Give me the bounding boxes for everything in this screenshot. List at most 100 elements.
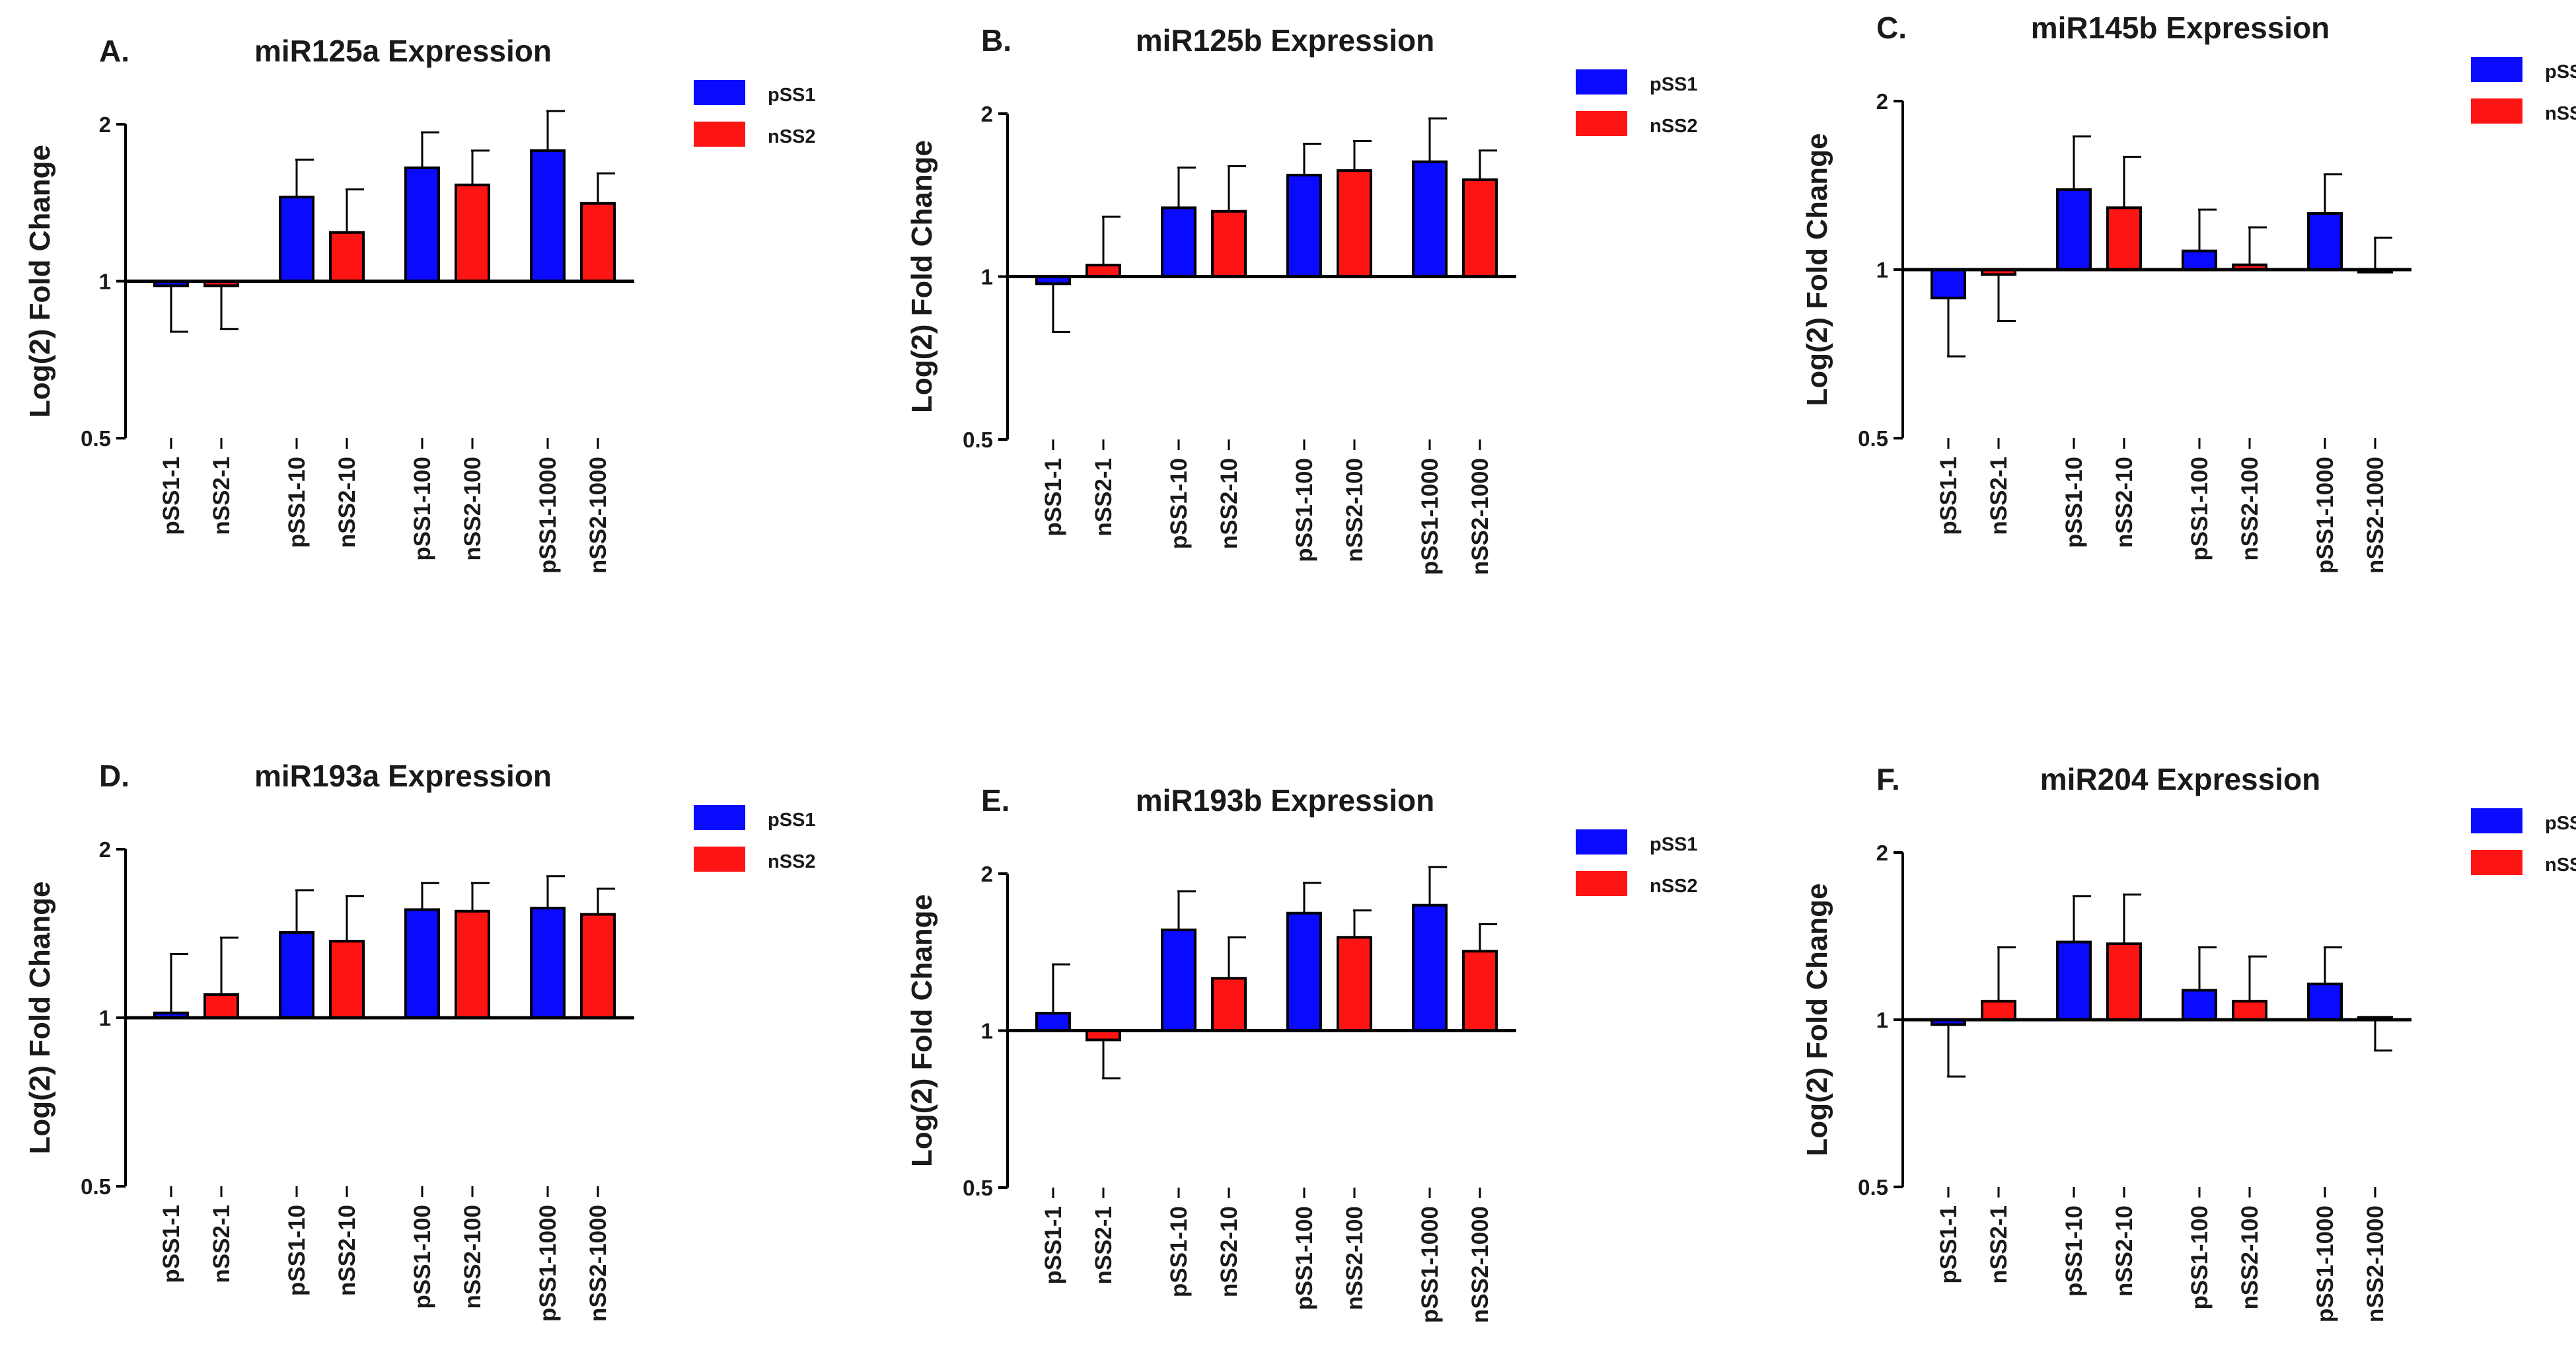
- bar-pss1: [279, 196, 314, 283]
- chart-panel-f: F. miR204 Expression Log(2) Fold Change 0.5…: [1801, 762, 2576, 1322]
- bar-pss1: [404, 908, 440, 1019]
- bar-pss1: [2307, 982, 2343, 1021]
- x-tick-label: pSS1-100: [1292, 458, 1317, 562]
- y-axis-label: Log(2) Fold Change: [906, 140, 938, 413]
- y-tick-label: 1: [981, 1019, 993, 1044]
- bar-nss2: [2106, 942, 2142, 1022]
- y-tick-label: 0.5: [81, 1174, 111, 1199]
- bar-nss2: [1462, 950, 1498, 1032]
- legend-swatch-pss1: [1576, 69, 1627, 95]
- x-tick-label: pSS1-10: [2061, 457, 2087, 548]
- bar-nss2: [1337, 936, 1372, 1032]
- x-tick-label: pSS1-1: [1936, 1205, 1962, 1284]
- bar-pss1: [2307, 211, 2343, 272]
- bar-nss2: [1211, 209, 1247, 278]
- panel-letter: D.: [99, 759, 129, 793]
- bar-pss1: [2182, 989, 2217, 1022]
- x-tick-label: nSS2-100: [2237, 1205, 2263, 1310]
- y-tick-label: 0.5: [963, 428, 993, 452]
- x-tick-label: pSS1-100: [2187, 1205, 2213, 1310]
- x-tick-label: nSS2-1000: [2363, 457, 2388, 574]
- x-tick-label: nSS2-10: [334, 457, 360, 548]
- x-tick-label: pSS1-10: [2061, 1205, 2087, 1297]
- bar-pss1: [1412, 903, 1448, 1032]
- legend-label: pSS1: [768, 85, 816, 106]
- legend-label: nSS2: [1650, 876, 1698, 897]
- x-tick-label: nSS2-100: [1342, 458, 1368, 562]
- x-tick-label: nSS2-10: [2112, 1205, 2137, 1297]
- y-axis-label: Log(2) Fold Change: [906, 894, 938, 1167]
- x-tick-label: pSS1-10: [1166, 1206, 1192, 1297]
- bar-nss2: [580, 202, 616, 283]
- x-tick-label: nSS2-100: [460, 457, 486, 561]
- y-tick-label: 2: [1876, 89, 1888, 114]
- y-tick-label: 2: [1876, 841, 1888, 865]
- x-tick-label: pSS1-1000: [535, 1205, 561, 1322]
- x-tick-label: pSS1-1: [1041, 1206, 1066, 1285]
- y-tick-label: 1: [1876, 258, 1888, 282]
- bar-pss1: [279, 931, 314, 1019]
- chart-panel-d: D. miR193a Expression Log(2) Fold Change 0.…: [24, 759, 816, 1322]
- bar-nss2: [455, 909, 490, 1019]
- bar-nss2: [1462, 178, 1498, 278]
- legend-label: nSS2: [2545, 855, 2576, 876]
- bar-pss1: [1931, 268, 1966, 299]
- panel-letter: F.: [1876, 762, 1900, 796]
- x-tick-label: pSS1-1000: [1417, 458, 1443, 575]
- bar-pss1: [2056, 188, 2092, 272]
- bar-pss1: [404, 166, 440, 283]
- x-tick-label: pSS1-100: [410, 457, 435, 561]
- panel-letter: A.: [99, 34, 129, 68]
- x-tick-label: nSS2-100: [460, 1205, 486, 1309]
- bar-nss2: [2106, 206, 2142, 271]
- chart-panel-c: C. miR145b Expression Log(2) Fold Change 0.…: [1801, 11, 2576, 574]
- bar-nss2: [1981, 999, 2016, 1021]
- legend-label: nSS2: [768, 851, 816, 872]
- y-tick-label: 2: [99, 112, 111, 137]
- legend-label: pSS1: [2545, 61, 2576, 83]
- legend-label: pSS1: [1650, 834, 1698, 855]
- legend-swatch-pss1: [2471, 808, 2522, 833]
- legend-swatch-pss1: [694, 805, 745, 830]
- x-tick-label: pSS1-1: [159, 457, 184, 535]
- x-tick-label: pSS1-100: [2187, 457, 2213, 561]
- bar-pss1: [1412, 160, 1448, 278]
- x-tick-label: pSS1-100: [410, 1205, 435, 1309]
- x-tick-label: pSS1-1000: [2312, 1205, 2338, 1322]
- bar-pss1: [1286, 173, 1322, 278]
- chart-title: miR193b Expression: [1136, 783, 1435, 817]
- legend-label: nSS2: [1650, 116, 1698, 137]
- chart-title: miR145b Expression: [2031, 11, 2330, 45]
- x-tick-label: nSS2-100: [1342, 1206, 1368, 1311]
- x-tick-label: pSS1-1: [1041, 458, 1066, 537]
- legend-swatch-nss2: [2471, 98, 2522, 124]
- x-tick-label: pSS1-10: [284, 1205, 310, 1296]
- chart-title: miR125a Expression: [254, 34, 552, 68]
- bar-nss2: [2232, 999, 2267, 1021]
- y-tick-label: 0.5: [1858, 426, 1888, 451]
- x-tick-label: nSS2-100: [2237, 457, 2263, 561]
- x-tick-label: nSS2-1: [209, 1205, 235, 1283]
- bar-pss1: [2182, 249, 2217, 271]
- x-tick-label: nSS2-1: [1986, 457, 2012, 535]
- y-tick-label: 2: [981, 102, 993, 126]
- panel-letter: C.: [1876, 11, 1907, 45]
- x-tick-label: nSS2-10: [1216, 1206, 1242, 1297]
- bar-pss1: [1161, 206, 1196, 278]
- bar-nss2: [1211, 977, 1247, 1032]
- x-tick-label: nSS2-1: [209, 457, 235, 535]
- x-tick-label: nSS2-1: [1091, 1206, 1117, 1285]
- x-tick-label: nSS2-1000: [585, 1205, 611, 1322]
- x-tick-label: nSS2-10: [334, 1205, 360, 1296]
- bar-nss2: [329, 231, 365, 283]
- y-tick-label: 0.5: [81, 426, 111, 451]
- chart-title: miR125b Expression: [1136, 23, 1435, 57]
- y-axis-label: Log(2) Fold Change: [1801, 883, 1833, 1156]
- legend-swatch-nss2: [1576, 111, 1627, 136]
- x-tick-label: nSS2-1: [1986, 1205, 2012, 1284]
- x-tick-label: nSS2-10: [2112, 457, 2137, 548]
- bar-pss1: [2056, 940, 2092, 1022]
- y-tick-label: 1: [981, 265, 993, 289]
- chart-title: miR204 Expression: [2040, 762, 2320, 796]
